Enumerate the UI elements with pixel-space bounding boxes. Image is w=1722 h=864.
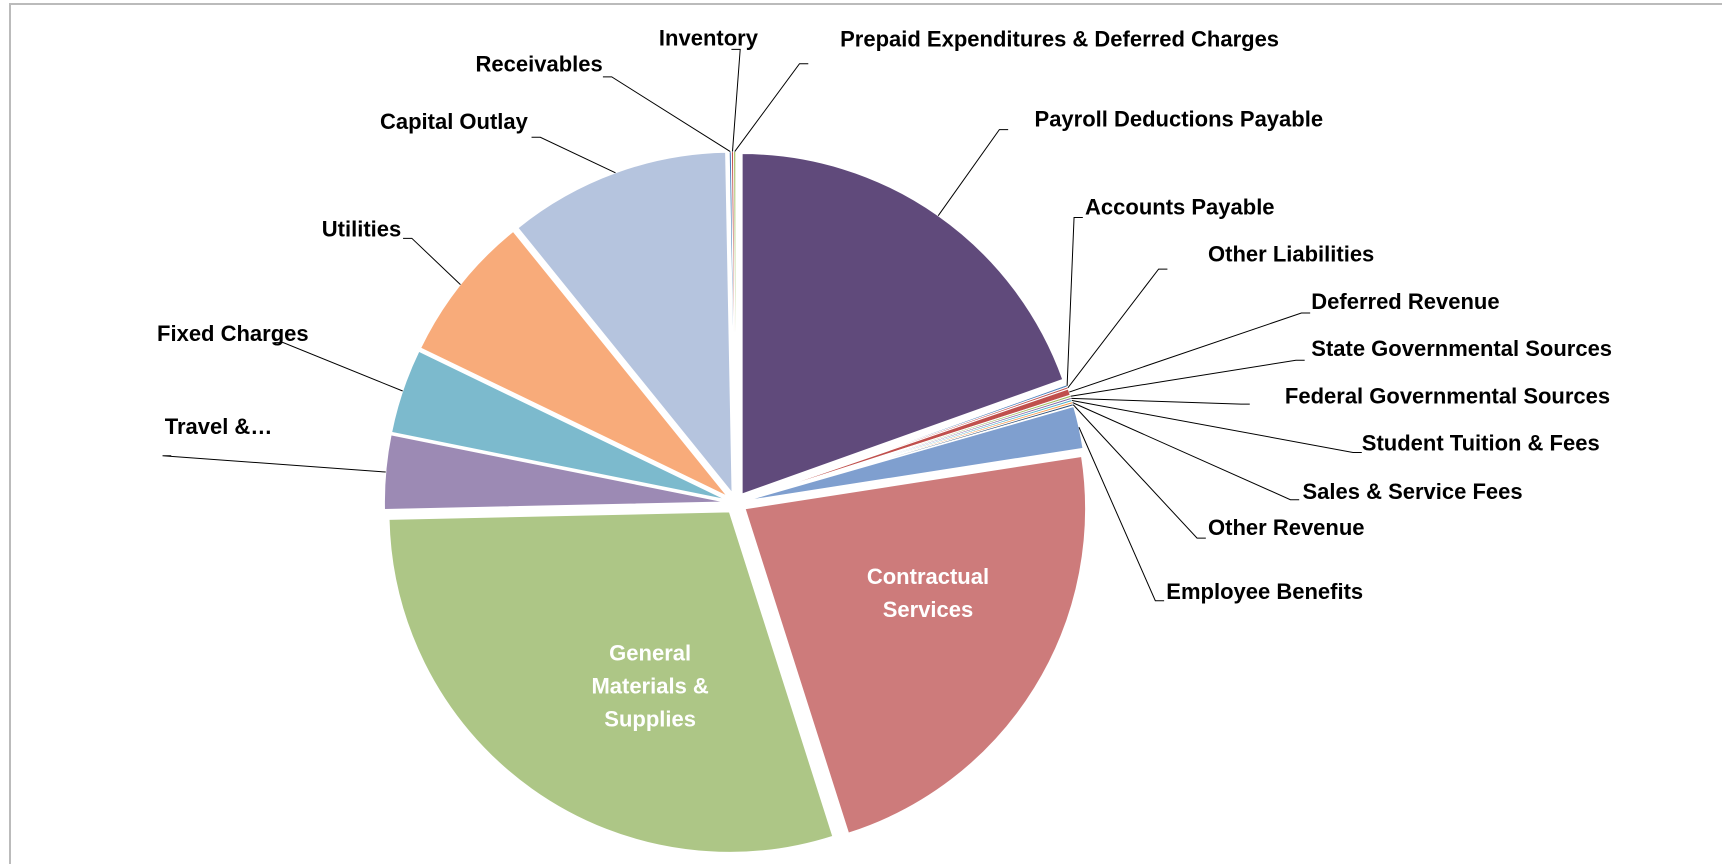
- slice-label: Federal Governmental Sources: [1285, 383, 1610, 408]
- leader-line: [731, 48, 741, 152]
- pie-slice: [746, 405, 1084, 502]
- slice-label: Sales & Service Fees: [1302, 479, 1522, 504]
- leader-line: [531, 136, 616, 174]
- slice-label: Other Liabilities: [1208, 242, 1374, 267]
- slice-label: Receivables: [476, 52, 603, 77]
- frame: [9, 3, 1722, 864]
- slice-label: General Materials & Supplies: [591, 640, 709, 732]
- leader-line: [1070, 359, 1305, 397]
- slice-label: Student Tuition & Fees: [1362, 431, 1600, 456]
- leader-line: [1069, 312, 1311, 393]
- leader-line: [162, 455, 386, 473]
- pie-slice: [391, 350, 726, 500]
- leader-line: [734, 63, 809, 152]
- pie-slice: [383, 434, 725, 511]
- slice-label: Travel &…: [165, 414, 273, 439]
- pie-slice: [517, 151, 733, 495]
- leader-line: [937, 129, 1009, 216]
- slice-label: Deferred Revenue: [1311, 289, 1499, 314]
- slice-label: Capital Outlay: [380, 109, 529, 134]
- slice-label: Contractual Services: [866, 564, 990, 623]
- slice-label: Employee Benefits: [1166, 579, 1363, 604]
- leader-line: [274, 342, 403, 392]
- leader-line: [1072, 404, 1206, 539]
- leader-line: [1066, 216, 1083, 386]
- slice-label: Payroll Deductions Payable: [1035, 107, 1324, 132]
- leader-line: [1071, 397, 1250, 405]
- slice-label: Prepaid Expenditures & Deferred Charges: [840, 26, 1279, 51]
- leader-line: [1067, 268, 1168, 389]
- slice-label: State Governmental Sources: [1311, 336, 1612, 361]
- slice-label: Inventory: [659, 25, 759, 50]
- leader-line: [1071, 400, 1362, 453]
- slice-label: Other Revenue: [1208, 515, 1365, 540]
- pie-slice: [744, 455, 1087, 834]
- leader-line: [1072, 402, 1300, 501]
- leader-line: [1078, 427, 1165, 602]
- slice-label: Fixed Charges: [157, 321, 309, 346]
- pie-slice: [388, 511, 834, 853]
- pie-slice: [741, 153, 1064, 495]
- slice-label: Utilities: [322, 216, 401, 241]
- leader-line: [602, 76, 731, 153]
- slice-label: Accounts Payable: [1085, 194, 1275, 219]
- leader-line: [403, 237, 461, 285]
